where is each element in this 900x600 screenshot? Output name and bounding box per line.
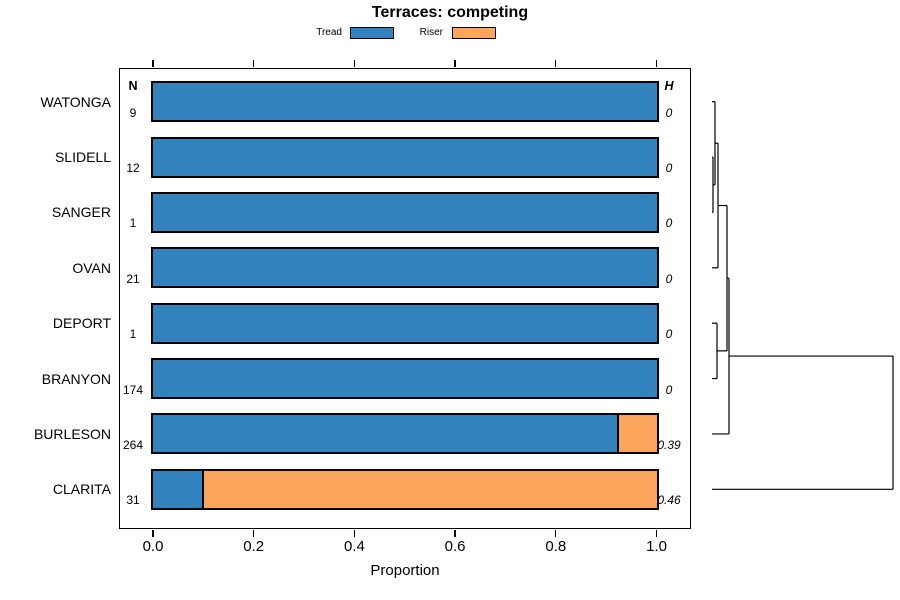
- bar-segment-tread-watonga: [153, 83, 657, 121]
- bar-segment-tread-branyon: [153, 360, 657, 398]
- axis-tick-label-1.0: 1.0: [646, 538, 667, 555]
- legend-label-riser: Riser: [419, 27, 443, 38]
- h-value-burleson: 0.39: [657, 437, 681, 452]
- h-value-sanger: 0: [665, 216, 673, 231]
- axis-tick: [353, 59, 356, 67]
- bar-slidell: [151, 136, 659, 178]
- n-value-branyon: 174: [122, 382, 144, 397]
- legend-label-tread: Tread: [316, 27, 342, 38]
- axis-tick: [555, 59, 557, 67]
- bar-segment-tread-ovan: [153, 249, 657, 287]
- n-value-deport: 1: [129, 327, 137, 342]
- axis-tick: [655, 529, 658, 537]
- bar-segment-tread-clarita: [153, 470, 202, 508]
- axis-tick: [655, 59, 658, 67]
- plot-area: [119, 68, 691, 529]
- h-value-branyon: 0: [665, 382, 673, 397]
- row-label-deport: DEPORT: [52, 315, 111, 332]
- row-label-slidell: SLIDELL: [54, 149, 111, 166]
- axis-tick: [454, 529, 456, 537]
- n-value-slidell: 12: [126, 161, 140, 176]
- axis-tick-label-0.2: 0.2: [243, 538, 265, 555]
- row-label-ovan: OVAN: [72, 259, 111, 276]
- bar-ovan: [151, 247, 659, 289]
- row-label-clarita: CLARITA: [52, 481, 111, 498]
- h-value-clarita: 0.46: [657, 493, 681, 508]
- bar-sanger: [151, 191, 659, 233]
- row-label-burleson: BURLESON: [33, 425, 111, 442]
- h-column-header: H: [664, 79, 674, 93]
- bar-segment-divider: [617, 415, 620, 453]
- bar-branyon: [151, 358, 659, 400]
- axis-tick: [253, 59, 255, 67]
- bar-segment-tread-burleson: [153, 415, 618, 453]
- h-value-deport: 0: [665, 327, 673, 342]
- bar-segment-riser-clarita: [203, 470, 657, 508]
- row-label-watonga: WATONGA: [40, 93, 111, 110]
- axis-tick: [152, 529, 154, 537]
- chart-title: Terraces: competing: [371, 4, 529, 21]
- h-value-slidell: 0: [665, 161, 673, 176]
- axis-tick: [555, 529, 557, 537]
- row-label-sanger: SANGER: [51, 204, 111, 221]
- axis-tick: [152, 59, 154, 67]
- n-value-ovan: 21: [126, 271, 140, 286]
- legend-swatch-riser: [452, 27, 496, 39]
- axis-tick: [253, 529, 255, 537]
- bar-deport: [151, 302, 659, 344]
- bar-burleson: [151, 413, 659, 455]
- axis-tick-label-0.8: 0.8: [545, 538, 567, 555]
- n-value-watonga: 9: [129, 105, 137, 120]
- h-value-ovan: 0: [665, 271, 673, 286]
- n-value-sanger: 1: [129, 216, 137, 231]
- row-label-branyon: BRANYON: [41, 370, 111, 387]
- n-value-clarita: 31: [126, 493, 140, 508]
- x-axis-title: Proportion: [370, 562, 440, 579]
- bar-watonga: [151, 81, 659, 123]
- bar-clarita: [151, 468, 659, 510]
- bar-segment-divider: [201, 470, 204, 508]
- bar-segment-tread-sanger: [153, 193, 657, 231]
- n-value-burleson: 264: [122, 437, 144, 452]
- axis-tick-label-0.4: 0.4: [343, 538, 365, 555]
- bar-segment-riser-burleson: [619, 415, 657, 453]
- axis-tick: [454, 59, 456, 67]
- bar-segment-tread-slidell: [153, 138, 657, 176]
- axis-tick-label-0.0: 0.0: [142, 538, 164, 555]
- axis-tick-label-0.6: 0.6: [444, 538, 466, 555]
- bar-segment-tread-deport: [153, 304, 657, 342]
- h-value-watonga: 0: [665, 105, 673, 120]
- n-column-header: N: [128, 79, 138, 93]
- legend-swatch-tread: [350, 27, 394, 39]
- axis-tick: [353, 529, 356, 537]
